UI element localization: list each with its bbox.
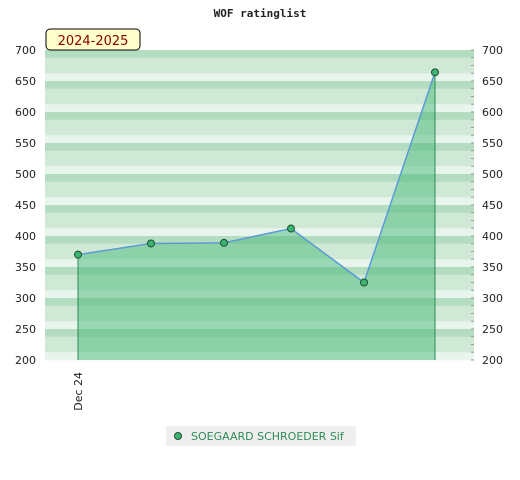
background-band <box>45 305 474 314</box>
background-band <box>45 150 474 159</box>
background-band <box>45 212 474 221</box>
y-tick-label-right: 200 <box>482 354 503 367</box>
background-band <box>45 158 474 167</box>
background-band <box>45 189 474 198</box>
background-band <box>45 259 474 268</box>
legend-box <box>166 426 356 446</box>
season-badge-label: 2024-2025 <box>58 34 129 49</box>
background-bands <box>45 50 474 361</box>
background-band <box>45 205 474 214</box>
background-band <box>45 112 474 121</box>
background-band <box>45 251 474 260</box>
y-tick-label-left: 500 <box>15 168 36 181</box>
y-tick-label-right: 650 <box>482 75 503 88</box>
background-band <box>45 96 474 105</box>
legend-label: SOEGAARD SCHROEDER Sif <box>191 430 345 443</box>
data-point <box>220 238 228 247</box>
background-band <box>45 336 474 345</box>
background-band <box>45 220 474 229</box>
series-line <box>77 72 436 284</box>
legend-marker <box>174 432 182 440</box>
y-axis-left: 200 250 300 350 400 450 500 550 600 650 700 <box>15 44 36 367</box>
background-band <box>45 135 474 144</box>
x-tick-label: Dec 24 <box>72 372 85 411</box>
y-tick-label-left: 350 <box>15 261 36 274</box>
y-tick-label-left: 450 <box>15 199 36 212</box>
y-tick-label-left: 400 <box>15 230 36 243</box>
data-point <box>74 250 82 259</box>
series-area <box>77 72 436 360</box>
background-band <box>45 181 474 190</box>
x-axis: Dec 24 <box>72 372 85 411</box>
data-point <box>287 224 295 233</box>
background-band <box>45 119 474 128</box>
background-band <box>45 50 474 59</box>
chart-title: WOF ratinglist <box>214 7 307 20</box>
y-tick-label-right: 550 <box>482 137 503 150</box>
background-band <box>45 127 474 136</box>
background-band <box>45 344 474 353</box>
y-tick-label-right: 700 <box>482 44 503 57</box>
minor-ticks <box>471 49 474 361</box>
legend: SOEGAARD SCHROEDER Sif <box>166 426 356 446</box>
y-tick-label-left: 600 <box>15 106 36 119</box>
background-band <box>45 290 474 299</box>
series-polyline <box>77 72 436 284</box>
data-point <box>147 239 155 248</box>
y-tick-label-right: 600 <box>482 106 503 119</box>
y-tick-label-right: 400 <box>482 230 503 243</box>
background-band <box>45 298 474 307</box>
y-tick-label-right: 250 <box>482 323 503 336</box>
y-tick-label-right: 500 <box>482 168 503 181</box>
background-band <box>45 282 474 291</box>
background-band <box>45 143 474 152</box>
background-band <box>45 88 474 97</box>
background-band <box>45 236 474 245</box>
season-badge: 2024-2025 <box>45 28 141 51</box>
background-band <box>45 243 474 252</box>
data-point <box>431 68 439 77</box>
y-tick-label-right: 300 <box>482 292 503 305</box>
y-tick-label-left: 250 <box>15 323 36 336</box>
background-band <box>45 321 474 330</box>
y-tick-label-left: 650 <box>15 75 36 88</box>
background-band <box>45 73 474 82</box>
background-band <box>45 104 474 113</box>
background-band <box>45 57 474 66</box>
y-tick-label-left: 700 <box>15 44 36 57</box>
background-band <box>45 197 474 206</box>
background-band <box>45 274 474 283</box>
background-band <box>45 65 474 74</box>
y-tick-label-left: 200 <box>15 354 36 367</box>
background-band <box>45 228 474 237</box>
y-tick-label-right: 450 <box>482 199 503 212</box>
y-tick-label-left: 550 <box>15 137 36 150</box>
background-band <box>45 174 474 183</box>
y-tick-label-left: 300 <box>15 292 36 305</box>
series-points <box>74 68 439 287</box>
season-badge-box <box>45 28 141 51</box>
background-band <box>45 81 474 90</box>
background-band <box>45 313 474 322</box>
background-band <box>45 267 474 276</box>
background-band <box>45 352 474 361</box>
series-area-fill <box>78 72 435 360</box>
background-band <box>45 166 474 175</box>
y-axis-right: 200 250 300 350 400 450 500 550 600 650 700 <box>482 44 503 367</box>
background-band <box>45 329 474 338</box>
y-tick-label-right: 350 <box>482 261 503 274</box>
data-point <box>360 278 368 287</box>
